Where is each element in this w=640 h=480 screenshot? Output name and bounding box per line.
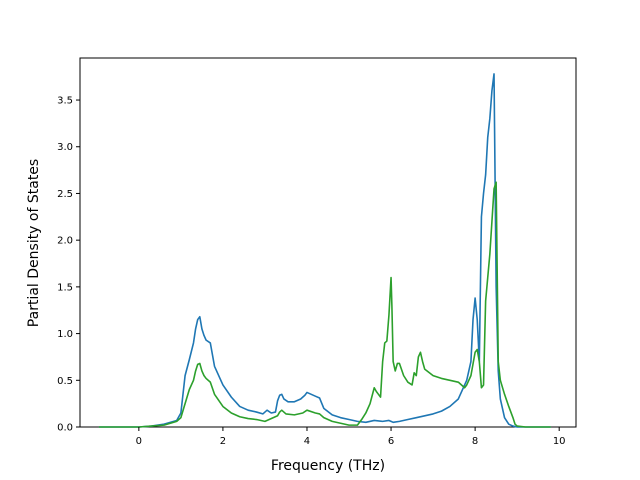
y-tick-label: 2.0 bbox=[57, 236, 73, 247]
series-line-1 bbox=[98, 73, 551, 428]
x-tick-label: 10 bbox=[553, 436, 566, 447]
y-tick-label: 3.5 bbox=[57, 96, 73, 107]
series-layer bbox=[98, 73, 551, 428]
plot-area bbox=[79, 57, 577, 428]
y-axis-ticks: 0.0 0.5 1.0 1.5 2.0 2.5 3.0 3.5 bbox=[57, 96, 80, 434]
y-tick-label: 1.0 bbox=[57, 329, 73, 340]
x-tick-label: 6 bbox=[388, 436, 394, 447]
x-axis-ticks: 0 2 4 6 8 10 bbox=[136, 427, 566, 447]
plot-frame bbox=[79, 57, 577, 428]
y-tick-label: 0.0 bbox=[57, 423, 73, 434]
x-tick-label: 0 bbox=[136, 436, 142, 447]
series-line-2 bbox=[98, 181, 551, 428]
y-tick-label: 1.5 bbox=[57, 282, 73, 293]
x-tick-label: 8 bbox=[472, 436, 478, 447]
y-tick-label: 3.0 bbox=[57, 142, 73, 153]
y-axis-label: Partial Density of States bbox=[26, 159, 42, 327]
x-axis-label: Frequency (THz) bbox=[271, 458, 385, 474]
x-tick-label: 4 bbox=[304, 436, 310, 447]
y-tick-label: 0.5 bbox=[57, 376, 73, 387]
x-tick-label: 2 bbox=[220, 436, 226, 447]
y-tick-label: 2.5 bbox=[57, 189, 73, 200]
